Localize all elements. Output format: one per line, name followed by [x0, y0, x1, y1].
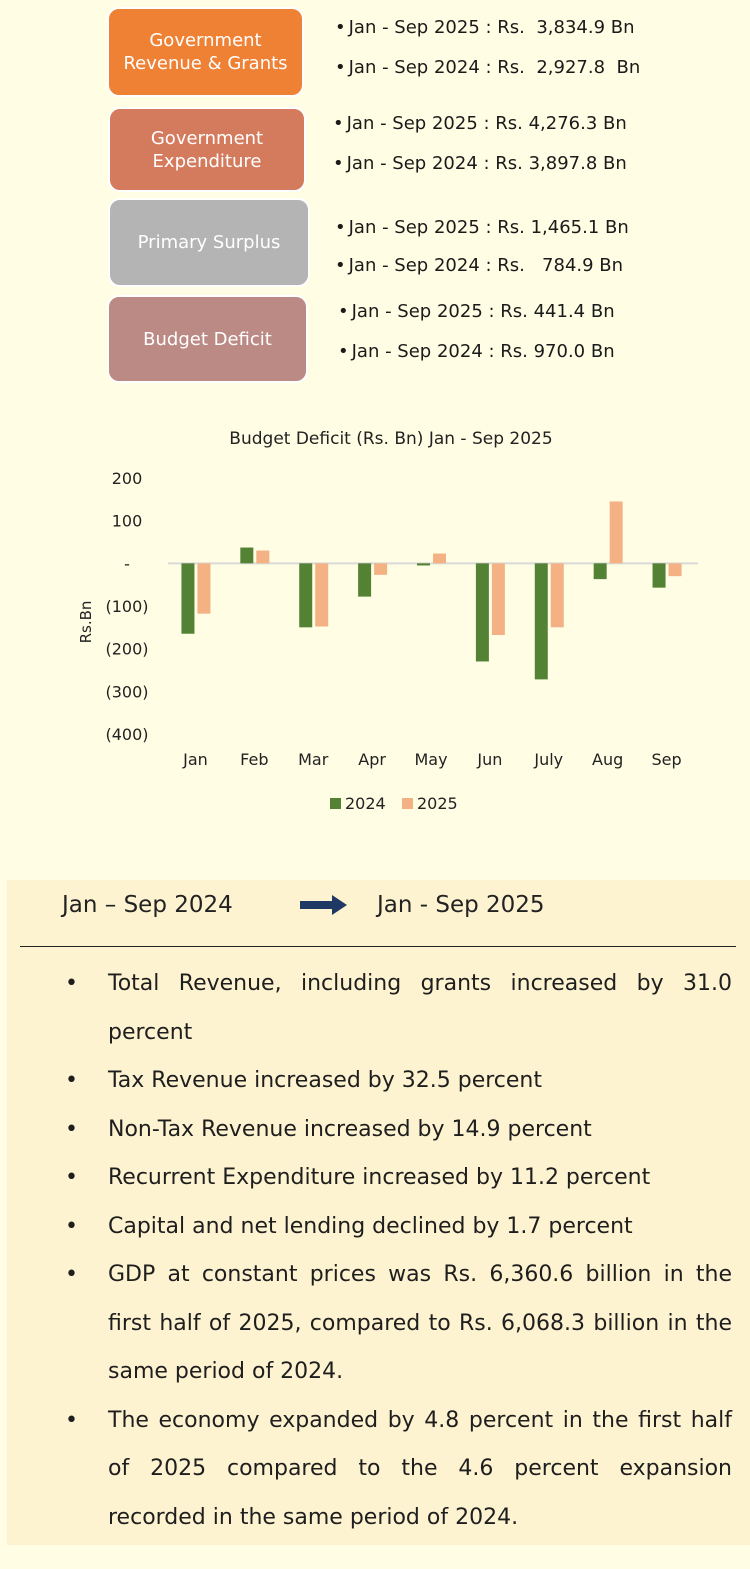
y-tick-label: 100	[112, 512, 143, 531]
y-tick-label: (400)	[105, 725, 148, 744]
bar-2024-aug	[593, 563, 607, 580]
bar-2024-jun	[475, 563, 489, 662]
legend-swatch-2024	[330, 798, 341, 809]
chart-title: Budget Deficit (Rs. Bn) Jan - Sep 2025	[229, 429, 552, 449]
x-tick-label: May	[414, 750, 447, 769]
bar-2025-jun	[491, 563, 505, 636]
budget-deficit-2025-line: Jan - Sep 2025 : Rs. 441.4 Bn	[338, 301, 615, 322]
x-tick-label: Jun	[476, 750, 502, 769]
y-tick-label: -	[124, 554, 130, 573]
bar-2025-jan	[197, 563, 211, 614]
primary-surplus-2025-line: Jan - Sep 2025 : Rs. 1,465.1 Bn	[335, 217, 629, 238]
summary-from-label: Jan – Sep 2024	[62, 892, 233, 918]
expenditure-2025-line: Jan - Sep 2025 : Rs. 4,276.3 Bn	[333, 113, 627, 134]
budget-deficit-2024-line: Jan - Sep 2024 : Rs. 970.0 Bn	[338, 341, 615, 362]
summary-point: Non-Tax Revenue increased by 14.9 percen…	[0, 1106, 750, 1155]
right-arrow-icon	[300, 895, 347, 915]
bar-2024-jan	[181, 563, 195, 634]
x-tick-label: Feb	[240, 750, 268, 769]
summary-to-label: Jan - Sep 2025	[377, 892, 545, 918]
legend-label-2024: 2024	[345, 794, 386, 813]
budget-deficit-box: Budget Deficit	[107, 295, 308, 383]
x-tick-label: Apr	[358, 750, 386, 769]
bar-2025-may	[433, 553, 446, 564]
bar-2025-feb	[256, 550, 270, 564]
x-tick-label: Jan	[182, 750, 208, 769]
bar-2024-feb	[240, 547, 254, 564]
divider	[20, 946, 736, 947]
y-tick-label: (300)	[105, 682, 148, 701]
x-tick-label: Aug	[592, 750, 623, 769]
x-tick-label: Sep	[651, 750, 681, 769]
x-tick-label: July	[533, 750, 563, 769]
expenditure-box: Government Expenditure	[108, 107, 306, 192]
legend-label-2025: 2025	[417, 794, 458, 813]
bar-2025-apr	[374, 563, 388, 575]
primary-surplus-box: Primary Surplus	[108, 198, 310, 287]
revenue-2024-line: Jan - Sep 2024 : Rs. 2,927.8 Bn	[335, 57, 641, 78]
y-axis-label: Rs.Bn	[77, 601, 95, 644]
bar-2024-may	[417, 563, 430, 566]
bar-2025-mar	[315, 563, 329, 627]
budget-deficit-chart: Budget Deficit (Rs. Bn) Jan - Sep 2025 Rs…	[77, 429, 698, 813]
summary-point: The economy expanded by 4.8 percent in t…	[0, 1397, 750, 1543]
bar-2024-mar	[299, 563, 313, 628]
summary-points: Total Revenue, including grants increase…	[0, 960, 750, 1542]
bar-2024-apr	[358, 563, 372, 597]
y-tick-label: (200)	[105, 640, 148, 659]
legend-swatch-2025	[402, 798, 413, 809]
summary-point: Recurrent Expenditure increased by 11.2 …	[0, 1154, 750, 1203]
bar-2025-aug	[609, 501, 623, 564]
summary-point: Capital and net lending declined by 1.7 …	[0, 1203, 750, 1252]
revenue-2025-line: Jan - Sep 2025 : Rs. 3,834.9 Bn	[335, 17, 635, 38]
bar-2024-july	[534, 563, 548, 680]
expenditure-2024-line: Jan - Sep 2024 : Rs. 3,897.8 Bn	[333, 153, 627, 174]
revenue-box: Government Revenue & Grants	[107, 7, 304, 97]
y-tick-label: 200	[112, 469, 143, 488]
x-tick-label: Mar	[298, 750, 329, 769]
summary-point: Tax Revenue increased by 32.5 percent	[0, 1057, 750, 1106]
summary-point: GDP at constant prices was Rs. 6,360.6 b…	[0, 1251, 750, 1397]
bar-2025-july	[550, 563, 564, 628]
bar-2025-sep	[668, 563, 682, 577]
primary-surplus-2024-line: Jan - Sep 2024 : Rs. 784.9 Bn	[335, 255, 623, 276]
bar-2024-sep	[652, 563, 666, 588]
y-tick-label: (100)	[105, 597, 148, 616]
summary-point: Total Revenue, including grants increase…	[0, 960, 750, 1057]
